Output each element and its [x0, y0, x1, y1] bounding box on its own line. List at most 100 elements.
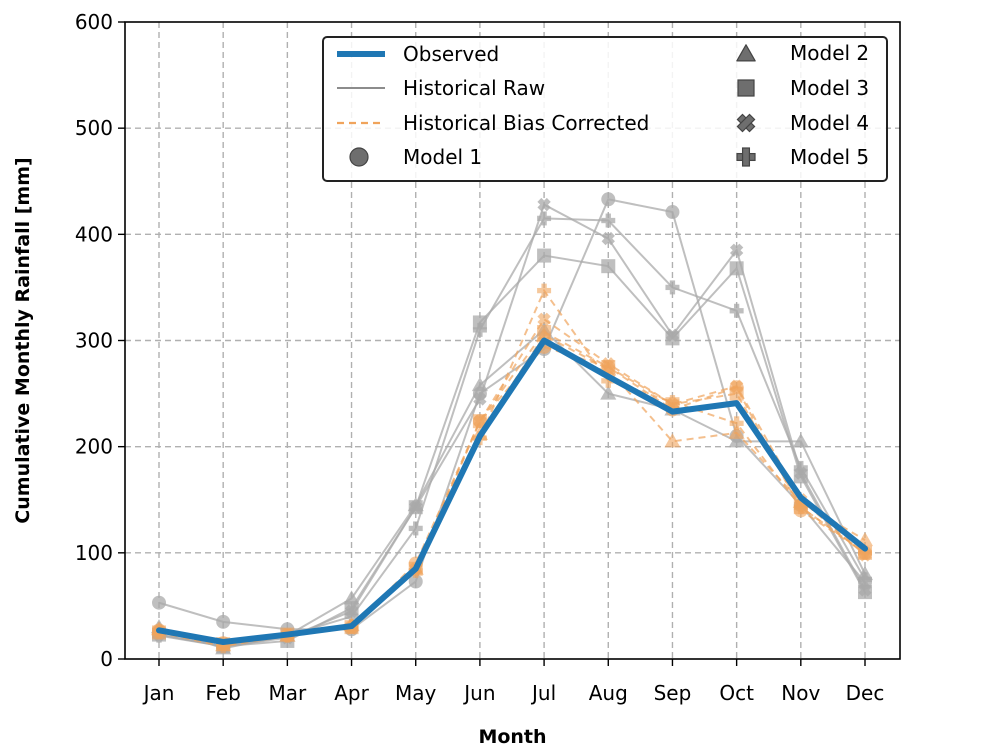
x-tick-label: Dec: [846, 681, 885, 705]
legend-observed-label: Observed: [403, 42, 499, 66]
raw-point: [601, 231, 615, 246]
legend-historical-raw-label: Historical Raw: [403, 76, 545, 100]
raw-point: [601, 259, 616, 274]
raw-point: [792, 433, 809, 448]
raw-point: [216, 614, 231, 629]
legend-marker-shape: [737, 79, 755, 97]
corrected-point: [729, 416, 744, 431]
corrected-point: [473, 414, 487, 428]
raw-point: [665, 328, 680, 342]
corrected-point: [216, 639, 231, 654]
legend-marker-shape: [349, 147, 369, 167]
corrected-model-5: [152, 283, 872, 654]
raw-model-4: [152, 197, 872, 653]
observed-line: [156, 337, 868, 646]
corrected-point: [601, 373, 616, 388]
raw-line: [158, 203, 866, 648]
raw-line: [158, 254, 866, 648]
x-tick-label: Jun: [462, 681, 495, 705]
corrected-line: [158, 317, 866, 646]
legend-model-1-circle-marker: [349, 147, 369, 167]
legend-marker-shape: [736, 113, 756, 133]
x-tick-label: Apr: [334, 681, 369, 705]
raw-point: [537, 248, 552, 263]
raw-model-1: [152, 192, 872, 637]
raw-point: [537, 211, 552, 226]
raw-point: [665, 205, 680, 220]
x-tick-label: Nov: [781, 681, 820, 705]
raw-point: [793, 460, 808, 475]
corrected-line: [158, 330, 866, 646]
observed-series: [156, 337, 868, 646]
corrected-point: [601, 357, 615, 371]
x-tick-label: Jul: [530, 681, 556, 705]
legend-box: [322, 36, 888, 182]
historical-raw-series: [150, 192, 874, 655]
raw-point: [858, 583, 872, 597]
raw-point: [601, 213, 616, 228]
raw-point: [858, 572, 872, 587]
axis-ticks: 0 100 200 300 400 500 600 Jan Feb Mar Apr May Jun Jul…: [75, 10, 885, 705]
raw-point: [409, 500, 423, 514]
y-tick-label: 600: [75, 10, 113, 34]
y-tick-label: 500: [75, 116, 113, 140]
raw-point: [665, 280, 680, 295]
x-tick-label: Aug: [589, 681, 628, 705]
legend-model-5-plus-marker: [736, 147, 756, 167]
corrected-point: [537, 312, 551, 326]
x-tick-label: Oct: [719, 681, 754, 705]
raw-point: [729, 303, 744, 318]
legend-model-4-label: Model 4: [790, 111, 869, 135]
x-tick-label: Jan: [142, 681, 175, 705]
x-tick-label: Sep: [654, 681, 692, 705]
raw-point: [472, 315, 487, 330]
legend: Observed Historical Raw Historical Bias …: [322, 36, 888, 182]
legend-historical-bias-corrected-label: Historical Bias Corrected: [403, 111, 649, 135]
raw-point: [152, 595, 166, 610]
raw-point: [472, 322, 487, 337]
corrected-point: [537, 283, 552, 298]
x-tick-label: May: [395, 681, 437, 705]
corrected-point: [858, 545, 872, 560]
legend-model-2-label: Model 2: [790, 41, 869, 65]
legend-model-2-triangle-marker: [736, 44, 756, 62]
y-tick-label: 300: [75, 329, 113, 353]
x-axis-title: Month: [478, 726, 546, 748]
raw-point: [408, 521, 423, 536]
x-tick-label: Feb: [205, 681, 240, 705]
raw-point: [537, 197, 551, 212]
raw-point: [344, 609, 359, 624]
raw-point: [408, 574, 423, 589]
legend-model-1-label: Model 1: [403, 145, 482, 169]
legend-model-3-label: Model 3: [790, 76, 869, 100]
legend-model-5-label: Model 5: [790, 145, 869, 169]
raw-point: [473, 392, 487, 406]
legend-model-4-x-marker: [736, 113, 756, 133]
y-tick-label: 200: [75, 435, 113, 459]
legend-marker-shape: [736, 44, 756, 62]
raw-point: [601, 192, 616, 207]
raw-point: [729, 243, 744, 257]
y-tick-label: 400: [75, 222, 113, 246]
raw-model-5: [152, 211, 872, 654]
x-tick-label: Mar: [268, 681, 307, 705]
corrected-line: [158, 288, 866, 648]
y-tick-label: 0: [100, 647, 113, 671]
legend-marker-shape: [736, 147, 756, 167]
y-axis-title: Cumulative Monthly Rainfall [mm]: [12, 157, 34, 523]
corrected-point: [728, 424, 745, 439]
corrected-model-3: [152, 325, 872, 652]
corrected-point: [664, 433, 681, 448]
corrected-point: [793, 500, 808, 515]
raw-model-3: [152, 248, 872, 654]
legend-model-3-square-marker: [737, 79, 755, 97]
raw-point: [728, 433, 745, 448]
y-tick-label: 100: [75, 541, 113, 565]
raw-line: [158, 198, 866, 631]
raw-point: [600, 385, 617, 400]
corrected-line: [158, 333, 866, 647]
corrected-point: [729, 379, 744, 393]
corrected-point: [537, 325, 552, 340]
corrected-line: [158, 345, 866, 645]
